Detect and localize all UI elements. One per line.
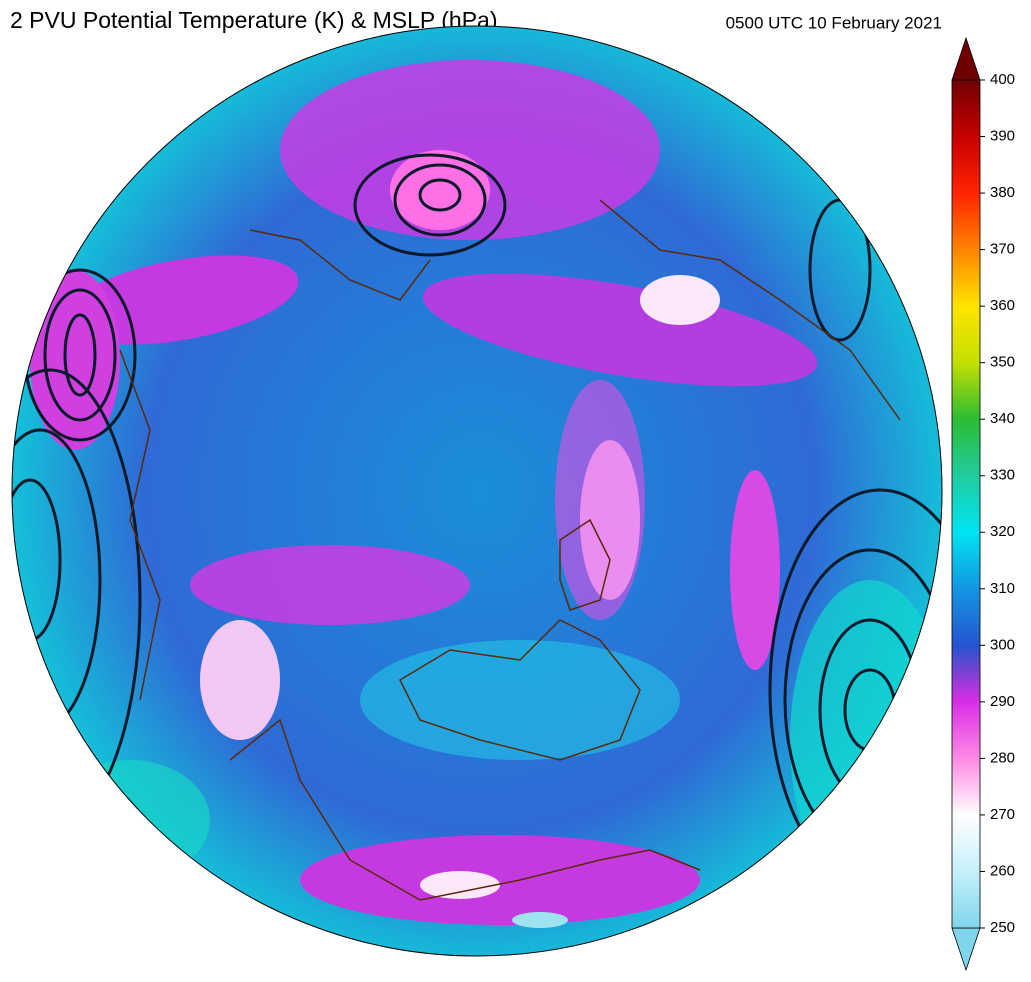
colorbar-tick-label: 390 (990, 128, 1015, 145)
colorbar-tick-label: 360 (990, 297, 1015, 314)
colorbar-tick-label: 310 (990, 580, 1015, 597)
colorbar-tick-label: 350 (990, 354, 1015, 371)
globe-edge (11, 25, 943, 957)
colorbar-tick-label: 370 (990, 241, 1015, 258)
title: 2 PVU Potential Temperature (K) & MSLP (… (10, 7, 497, 33)
colorbar-tick-label: 400 (990, 71, 1015, 88)
colorbar-tick-label: 320 (990, 523, 1015, 540)
colorbar-tick-label: 250 (990, 919, 1015, 936)
colorbar-tick-label: 290 (990, 693, 1015, 710)
map (12, 26, 942, 956)
colorbar (951, 36, 981, 972)
colorbar-tick-label: 260 (990, 862, 1015, 879)
colorbar-tick-label: 270 (990, 806, 1015, 823)
colorbar-tick-label: 380 (990, 184, 1015, 201)
colorbar-tick-label: 340 (990, 410, 1015, 427)
colorbar-tick-label: 330 (990, 467, 1015, 484)
colorbar-tick-label: 300 (990, 636, 1015, 653)
valid-time: 0500 UTC 10 February 2021 (726, 13, 942, 32)
colorbar-tick-label: 280 (990, 749, 1015, 766)
